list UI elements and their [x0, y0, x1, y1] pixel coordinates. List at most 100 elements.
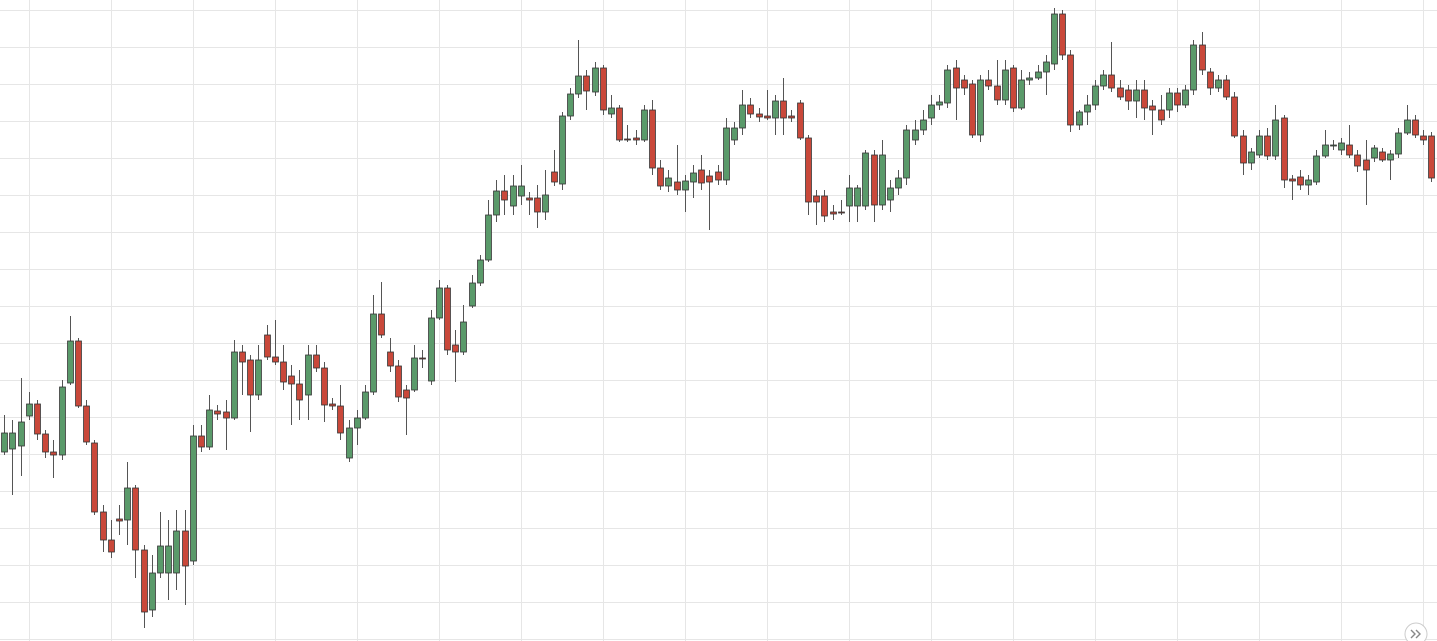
candle-body: [1428, 135, 1435, 179]
candle-body: [665, 177, 672, 187]
candle-body: [567, 93, 574, 117]
candle-body: [1182, 89, 1189, 106]
scroll-button-icon[interactable]: [1410, 629, 1421, 639]
candle-body: [747, 104, 754, 115]
candle-body: [887, 187, 894, 201]
candle-body: [1297, 176, 1304, 186]
candle-body: [444, 287, 451, 351]
candle-body: [739, 104, 746, 129]
candle-body: [34, 403, 41, 435]
candle-body: [1395, 132, 1402, 155]
candle-body: [813, 195, 820, 203]
candle-body: [108, 539, 115, 553]
candle-body: [124, 487, 131, 521]
candle-body: [788, 115, 795, 119]
candle-body: [362, 391, 369, 419]
candle-body: [149, 572, 156, 611]
candle-body: [436, 287, 443, 319]
candle-body: [961, 79, 968, 89]
candle-body: [928, 104, 935, 119]
candle-body: [198, 435, 205, 448]
candle-body: [1330, 144, 1337, 147]
candle-body: [1281, 117, 1288, 181]
candle-body: [780, 100, 787, 119]
candle-body: [1199, 44, 1206, 71]
candle-body: [42, 433, 49, 453]
candle-body: [1100, 74, 1107, 87]
candle-body: [1215, 79, 1222, 89]
candle-body: [944, 69, 951, 104]
candle-body: [641, 109, 648, 141]
candle-body: [1158, 109, 1165, 121]
candle-body: [1322, 144, 1329, 157]
candle-body: [1248, 151, 1255, 164]
candle-body: [1363, 159, 1370, 171]
candle-body: [592, 67, 599, 93]
candle-body: [706, 175, 713, 183]
candle-body: [838, 211, 845, 214]
candle-body: [1084, 104, 1091, 113]
candle-body: [575, 75, 582, 95]
candle-body: [690, 172, 697, 183]
candle-body: [1379, 151, 1386, 161]
candle-body: [1149, 105, 1156, 111]
candle-body: [1002, 69, 1009, 101]
candle-body: [674, 181, 681, 191]
candle-body: [9, 432, 16, 450]
candle-body: [1035, 71, 1042, 79]
candle-body: [501, 190, 508, 201]
candle-body: [1240, 135, 1247, 164]
candle-body: [1043, 61, 1050, 73]
candle-body: [305, 354, 312, 396]
candle-body: [419, 357, 426, 360]
candle-body: [1313, 155, 1320, 183]
candle-body: [1059, 13, 1066, 56]
candle-body: [59, 386, 66, 456]
candle-body: [132, 487, 139, 551]
candle-body: [633, 137, 640, 141]
candle-body: [346, 427, 353, 459]
candle-body: [165, 545, 172, 574]
candle-body: [698, 169, 705, 184]
candle-body: [18, 421, 25, 447]
candle-body: [1117, 87, 1124, 98]
candle-body: [231, 351, 238, 419]
candle-body: [91, 442, 98, 513]
candle-body: [682, 180, 689, 191]
candle-body: [493, 190, 500, 216]
candle-body: [1371, 147, 1378, 159]
candle-body: [862, 152, 869, 207]
candle-body: [1067, 54, 1074, 126]
candle-body: [583, 75, 590, 92]
candle-body: [1133, 89, 1140, 102]
candle-body: [723, 127, 730, 181]
candle-body: [797, 102, 804, 139]
candle-body: [387, 351, 394, 367]
candle-body: [280, 361, 287, 383]
candle-body: [452, 344, 459, 353]
scroll-button-circle[interactable]: [1404, 622, 1428, 641]
candle-body: [871, 154, 878, 206]
candle-body: [985, 79, 992, 87]
candle-body: [329, 403, 336, 407]
candle-body: [542, 194, 549, 213]
candle-body: [337, 405, 344, 434]
candle-body: [1125, 89, 1132, 102]
candle-body: [912, 129, 919, 141]
candle-body: [1289, 178, 1296, 182]
candle-body: [977, 79, 984, 136]
candle-body: [1420, 135, 1427, 141]
candle-body: [75, 340, 82, 407]
candles: [1, 8, 1435, 628]
candle-body: [223, 411, 230, 419]
scroll-button[interactable]: [1404, 622, 1428, 641]
candle-body: [830, 211, 837, 215]
candle-body: [403, 389, 410, 399]
candle-body: [846, 187, 853, 207]
candle-body: [1354, 154, 1361, 167]
candle-body: [936, 101, 943, 106]
candle-body: [100, 511, 107, 541]
candle-body: [624, 138, 631, 141]
candle-body: [1338, 142, 1345, 151]
